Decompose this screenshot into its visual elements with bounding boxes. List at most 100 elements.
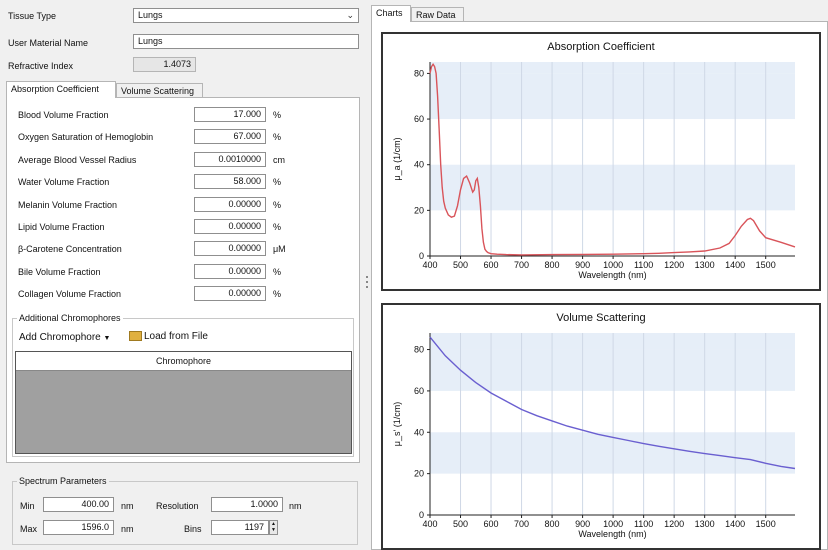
chromophore-grid[interactable]: Chromophore — [15, 351, 352, 454]
oxygen-saturation-of-hemoglobin-label: Oxygen Saturation of Hemoglobin — [18, 132, 154, 142]
bins-spinner[interactable]: ▲ ▼ — [269, 520, 278, 535]
chart-y-tick-label: 40 — [414, 160, 424, 170]
melanin-volume-fraction-label: Melanin Volume Fraction — [18, 200, 118, 210]
tab-absorption-coefficient[interactable]: Absorption Coefficient — [6, 81, 116, 98]
chart-x-axis-label: Wavelength (nm) — [578, 529, 646, 539]
chromophore-column-header[interactable]: Chromophore — [16, 352, 351, 371]
additional-chromophores-group — [12, 318, 354, 457]
chart-title: Absorption Coefficient — [547, 41, 654, 53]
chart-x-tick-label: 400 — [422, 519, 437, 529]
chart-band — [430, 62, 795, 74]
water-volume-fraction-input[interactable]: 58.000 — [194, 174, 266, 189]
chart-x-tick-label: 1400 — [725, 260, 745, 270]
chart-x-tick-label: 700 — [514, 260, 529, 270]
max-unit: nm — [121, 524, 134, 534]
chart-x-axis-label: Wavelength (nm) — [578, 270, 646, 280]
chart-x-tick-label: 1200 — [664, 260, 684, 270]
add-chromophore-button[interactable]: Add Chromophore ▼ — [19, 332, 110, 343]
chart-y-axis-label: μ_a (1/cm) — [392, 137, 402, 180]
spectrum-parameters-group — [12, 481, 358, 545]
tissue-type-value: Lungs — [138, 10, 163, 20]
chart-y-tick-label: 60 — [414, 386, 424, 396]
melanin-volume-fraction-unit: % — [273, 200, 282, 210]
resolution-label: Resolution — [156, 501, 199, 511]
oxygen-saturation-of-hemoglobin-unit: % — [273, 132, 282, 142]
chart-band — [430, 333, 795, 350]
chart-x-tick-label: 800 — [545, 519, 560, 529]
chart-x-tick-label: 1500 — [756, 260, 776, 270]
bins-input[interactable]: 1197 — [211, 520, 269, 535]
user-material-name-label: User Material Name — [8, 38, 89, 48]
chart-y-tick-label: 80 — [414, 345, 424, 355]
chart-x-tick-label: 600 — [484, 519, 499, 529]
max-label: Max — [20, 524, 38, 534]
chart-x-tick-label: 1100 — [634, 519, 653, 529]
tab-charts[interactable]: Charts — [371, 5, 411, 22]
chart-title: Volume Scattering — [556, 312, 645, 324]
chart-x-tick-label: 1400 — [725, 519, 745, 529]
absorption-chart: Absorption Coefficient 400 500 600 700 800 900… — [381, 32, 821, 291]
collagen-volume-fraction-label: Collagen Volume Fraction — [18, 289, 122, 299]
dropdown-arrow-icon: ▼ — [103, 335, 111, 342]
chart-band — [430, 432, 795, 474]
tab-volume-scattering[interactable]: Volume Scattering — [116, 83, 203, 98]
scattering-chart: Volume Scattering 400 500 600 700 800 900 1000 1… — [381, 303, 821, 550]
bins-label: Bins — [184, 524, 202, 534]
lipid-volume-fraction-input[interactable]: 0.00000 — [194, 219, 266, 234]
chart-x-tick-label: 1300 — [695, 260, 715, 270]
chart-y-tick-label: 20 — [414, 205, 424, 215]
chart-x-tick-label: 500 — [453, 260, 468, 270]
carotene-concentration-input[interactable]: 0.00000 — [194, 241, 266, 256]
resolution-input[interactable]: 1.0000 — [211, 497, 283, 512]
bile-volume-fraction-unit: % — [273, 267, 282, 277]
load-from-file-label: Load from File — [144, 331, 208, 342]
user-material-name-input[interactable]: Lungs — [133, 34, 359, 49]
chart-x-tick-label: 400 — [422, 260, 437, 270]
collagen-volume-fraction-input[interactable]: 0.00000 — [194, 286, 266, 301]
water-volume-fraction-unit: % — [273, 177, 282, 187]
average-blood-vessel-radius-input[interactable]: 0.0010000 — [194, 152, 266, 167]
collagen-volume-fraction-unit: % — [273, 289, 282, 299]
carotene-concentration-label: β-Carotene Concentration — [18, 244, 122, 254]
water-volume-fraction-label: Water Volume Fraction — [18, 177, 110, 187]
chart-x-tick-label: 1300 — [695, 519, 715, 529]
chart-y-tick-label: 0 — [419, 251, 424, 261]
chart-x-tick-label: 1000 — [603, 260, 623, 270]
carotene-concentration-unit: μM — [273, 244, 286, 254]
max-input[interactable]: 1596.0 — [43, 520, 114, 535]
lipid-volume-fraction-unit: % — [273, 222, 282, 232]
chart-y-tick-label: 0 — [419, 510, 424, 520]
tissue-type-select[interactable]: Lungs ⌄ — [133, 8, 359, 23]
oxygen-saturation-of-hemoglobin-input[interactable]: 67.000 — [194, 129, 266, 144]
average-blood-vessel-radius-unit: cm — [273, 155, 285, 165]
chart-x-tick-label: 1200 — [664, 519, 684, 529]
chart-band — [430, 164, 795, 211]
chart-band — [430, 73, 795, 120]
melanin-volume-fraction-input[interactable]: 0.00000 — [194, 197, 266, 212]
tissue-type-label: Tissue Type — [8, 11, 57, 21]
add-chromophore-label: Add Chromophore — [19, 332, 101, 343]
tab-raw-data[interactable]: Raw Data — [411, 7, 464, 22]
splitter-handle[interactable] — [366, 276, 369, 296]
chart-y-tick-label: 60 — [414, 114, 424, 124]
chart-series-line — [429, 63, 796, 256]
min-input[interactable]: 400.00 — [43, 497, 114, 512]
chart-x-tick-label: 600 — [484, 260, 499, 270]
chart-x-tick-label: 700 — [514, 519, 529, 529]
chart-x-tick-label: 1100 — [634, 260, 653, 270]
blood-volume-fraction-input[interactable]: 17.000 — [194, 107, 266, 122]
bile-volume-fraction-input[interactable]: 0.00000 — [194, 264, 266, 279]
chart-x-tick-label: 1000 — [603, 519, 623, 529]
average-blood-vessel-radius-label: Average Blood Vessel Radius — [18, 155, 137, 165]
chart-band — [430, 349, 795, 391]
min-unit: nm — [121, 501, 134, 511]
additional-chromophores-title: Additional Chromophores — [17, 313, 123, 323]
spectrum-parameters-title: Spectrum Parameters — [17, 476, 109, 486]
chart-y-tick-label: 20 — [414, 469, 424, 479]
chart-x-tick-label: 1500 — [756, 519, 776, 529]
load-from-file-button[interactable]: Load from File — [129, 331, 208, 342]
refractive-index-field: 1.4073 — [133, 57, 196, 72]
chart-series-line — [429, 336, 796, 470]
